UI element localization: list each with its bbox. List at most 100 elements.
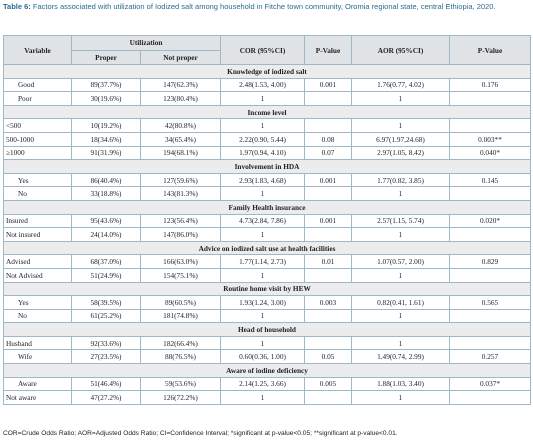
cell-cor: 1.93(1.24, 3.00) [220,295,305,310]
cell-aor: 1 [351,335,450,351]
cell-not-proper: 166(63.0%) [140,254,221,269]
cell-not-proper: 181(74.8%) [140,308,221,324]
cell-pvalue-aor: 0.257 [449,349,531,365]
cell-cor: 2.93(1.83, 4.68) [220,172,305,188]
section-title: Family Health insurance [3,199,531,215]
cell-not-proper: 123(80.4%) [140,91,221,106]
cell-aor: 1 [351,186,450,201]
cell-aor: 1 [351,267,450,283]
cell-pvalue-aor [449,335,531,351]
cell-cor: 1 [220,118,305,133]
cell-not-proper: 126(72.2%) [140,390,221,405]
cell-proper: 86(40.4%) [71,172,141,188]
table-row: Not Advised 51(24.9%) 154(75.1%) 1 1 [3,267,531,283]
cell-pvalue-cor [304,335,352,351]
table-row: Not insured 24(14.0%) 147(86.0%) 1 1 [3,227,531,242]
cell-pvalue-cor [304,186,352,201]
table-row: Husband 92(33.6%) 182(66.4%) 1 1 [3,335,531,351]
cell-not-proper: 127(59.6%) [140,172,221,188]
table-row: Poor 30(19.6%) 123(80.4%) 1 1 [3,91,531,106]
cell-pvalue-cor: 0.01 [304,254,352,269]
cell-aor: 1 [351,91,450,106]
cell-pvalue-aor [449,227,531,242]
cell-variable: Poor [3,91,72,106]
cell-proper: 95(43.6%) [71,213,141,229]
table-row: Yes 58(39.5%) 89(60.5%) 1.93(1.24, 3.00) 0.0… [3,295,531,310]
cell-pvalue-aor: 0.003** [449,131,531,147]
cell-cor: 4.73(2.84, 7.86) [220,213,305,229]
cell-pvalue-cor [304,118,352,133]
section-title: Knowledge of iodized salt [3,64,531,79]
table-row: <500 10(19.2%) 42(80.8%) 1 1 [3,118,531,133]
header-utilization: Utilization [71,35,221,51]
cell-aor: 1.76(0.77, 4.02) [351,77,450,93]
cell-cor: 2.22(0.90, 5.44) [220,131,305,147]
cell-proper: 92(33.6%) [71,335,141,351]
header-pvalue-aor: P-Value [449,35,531,65]
header-cor: COR (95%CI) [220,35,305,65]
cell-pvalue-cor: 0.001 [304,172,352,188]
cell-variable: Wife [3,349,72,365]
cell-aor: 6.97(1.97,24.68) [351,131,450,147]
cell-cor: 1 [220,227,305,242]
cell-proper: 27(23.5%) [71,349,141,365]
cell-cor: 1 [220,308,305,324]
cell-aor: 1.88(1.03, 3.40) [351,376,450,392]
cell-aor: 1 [351,390,450,405]
cell-variable: Advised [3,254,72,269]
cell-variable: Aware [3,376,72,392]
cell-pvalue-aor: 0.040* [449,145,531,161]
cell-cor: 0.60(0.36, 1.00) [220,349,305,365]
section-header-row: Aware of iodine deficiency [3,363,531,378]
cell-not-proper: 42(80.8%) [140,118,221,133]
table-caption: Table 6: Factors associated with utiliza… [3,2,530,13]
section-header-row: Routine home visit by HEW [3,281,531,297]
header-proper: Proper [71,49,141,65]
cell-pvalue-aor: 0.565 [449,295,531,310]
cell-pvalue-aor: 0.037* [449,376,531,392]
cell-not-proper: 182(66.4%) [140,335,221,351]
cell-pvalue-cor [304,267,352,283]
cell-pvalue-aor [449,186,531,201]
cell-aor: 1 [351,118,450,133]
table-caption-label: Table 6: [3,2,31,11]
section-header-row: Income level [3,104,531,120]
cell-variable: 500-1000 [3,131,72,147]
cell-aor: 2.97(1.05, 8.42) [351,145,450,161]
cell-proper: 91(31.9%) [71,145,141,161]
header-pvalue-cor: P-Value [304,35,352,65]
cell-proper: 10(19.2%) [71,118,141,133]
section-title: Involvement in HDA [3,159,531,174]
cell-proper: 24(14.0%) [71,227,141,242]
cell-proper: 89(37.7%) [71,77,141,93]
table-row: No 33(18.8%) 143(81.3%) 1 1 [3,186,531,201]
cell-variable: <500 [3,118,72,133]
cell-cor: 1 [220,186,305,201]
section-title: Advice on iodized salt use at health fac… [3,240,531,256]
cell-proper: 51(24.9%) [71,267,141,283]
cell-variable: Insured [3,213,72,229]
section-title: Routine home visit by HEW [3,281,531,297]
cell-pvalue-cor: 0.003 [304,295,352,310]
section-header-row: Family Health insurance [3,199,531,215]
cell-not-proper: 154(75.1%) [140,267,221,283]
cell-proper: 58(39.5%) [71,295,141,310]
section-title: Head of household [3,322,531,337]
cell-variable: Good [3,77,72,93]
cell-variable: Yes [3,172,72,188]
table-row: Yes 86(40.4%) 127(59.6%) 2.93(1.83, 4.68) 0.… [3,172,531,188]
table-row: Not aware 47(27.2%) 126(72.2%) 1 1 [3,390,531,405]
cell-aor: 1 [351,308,450,324]
cell-pvalue-cor: 0.05 [304,349,352,365]
cell-variable: No [3,308,72,324]
cell-not-proper: 194(68.1%) [140,145,221,161]
cell-variable: Husband [3,335,72,351]
table-footnote: COR=Crude Odds Ratio; AOR=Adjusted Odds … [3,430,398,437]
cell-not-proper: 88(76.5%) [140,349,221,365]
section-header-row: Head of household [3,322,531,337]
cell-cor: 1 [220,390,305,405]
cell-pvalue-aor [449,308,531,324]
cell-aor: 2.57(1.15, 5.74) [351,213,450,229]
cell-pvalue-cor [304,390,352,405]
